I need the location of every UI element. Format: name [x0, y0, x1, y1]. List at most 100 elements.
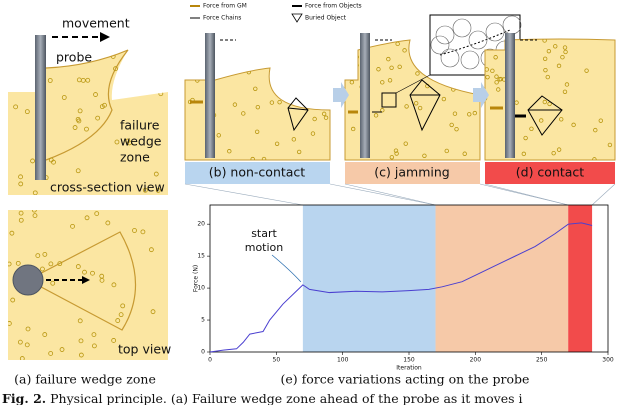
grain	[48, 261, 54, 267]
grain	[84, 126, 89, 132]
grain	[70, 223, 75, 229]
y-tick-label: 20	[197, 221, 205, 228]
grain	[140, 229, 146, 235]
sand	[344, 39, 481, 161]
grain	[454, 126, 459, 132]
grain	[91, 332, 97, 338]
grain	[562, 89, 568, 94]
connector	[484, 183, 569, 206]
grain	[444, 148, 449, 154]
probe	[35, 35, 46, 180]
annotation-arrow	[271, 254, 302, 283]
grain	[560, 55, 565, 60]
label: failure	[120, 118, 160, 133]
grain	[77, 108, 83, 114]
cross-section-panel: movement probe failure wedge zone cross-…	[8, 16, 168, 195]
grain	[48, 351, 54, 356]
grain	[78, 338, 84, 344]
grain	[403, 141, 408, 146]
annotation: start	[251, 227, 277, 240]
grain	[545, 74, 550, 80]
grain	[24, 342, 30, 348]
grain	[75, 116, 81, 122]
grain	[395, 41, 400, 47]
grain	[564, 82, 570, 87]
label: cross-section view	[50, 180, 165, 195]
grain	[75, 168, 81, 174]
grain	[95, 115, 101, 121]
grain	[84, 215, 90, 221]
grain	[529, 126, 534, 131]
grain	[9, 230, 15, 236]
x-tick-label: 0	[208, 357, 212, 364]
force-chain	[439, 29, 511, 56]
grain	[556, 63, 562, 69]
grain	[551, 150, 556, 156]
x-tick-label: 250	[536, 357, 548, 364]
grain	[149, 247, 154, 253]
grain	[598, 118, 603, 123]
subcaption: (e) force variations acting on the probe	[281, 372, 530, 387]
grain	[494, 80, 499, 85]
grain	[113, 66, 118, 72]
grain	[323, 115, 329, 120]
arrow-head	[100, 32, 110, 42]
grain	[227, 149, 232, 154]
x-tick-label: 200	[470, 357, 482, 364]
grain	[417, 105, 423, 111]
legend: Force from GM Force from Objects Force C…	[190, 3, 362, 23]
grain	[120, 303, 126, 309]
stage-panels: (b) non-contact (c) jamming (d) contact	[184, 14, 616, 184]
grain	[105, 220, 111, 226]
grain	[373, 113, 379, 118]
grain	[380, 108, 385, 113]
grain	[291, 137, 297, 142]
grain	[467, 112, 472, 117]
grain	[312, 116, 317, 122]
label: zone	[120, 150, 150, 165]
grain	[17, 339, 23, 345]
grain	[497, 77, 502, 82]
label: wedge	[120, 134, 162, 149]
label: probe	[56, 50, 92, 65]
grain	[255, 104, 261, 110]
grain	[435, 25, 455, 45]
grain	[462, 79, 468, 84]
wedge-outline	[26, 231, 137, 331]
grain	[77, 318, 83, 324]
grain	[13, 104, 19, 110]
y-tick-label: 10	[197, 285, 205, 292]
legend-label: Force from Objects	[305, 3, 362, 10]
connector	[184, 183, 303, 206]
stage-label: (d) contact	[516, 165, 585, 180]
y-tick-label: 5	[201, 317, 205, 324]
grain	[452, 18, 472, 38]
legend-label: Buried Object	[305, 15, 347, 22]
grain	[542, 39, 547, 43]
grain	[47, 78, 53, 83]
legend-label: Force from GM	[203, 3, 247, 10]
connector	[344, 183, 436, 206]
grain	[19, 356, 25, 360]
grain	[350, 126, 356, 132]
probe	[360, 33, 370, 158]
force-line	[209, 222, 593, 353]
x-tick-label: 100	[337, 357, 349, 364]
grain	[18, 174, 23, 180]
grain	[10, 297, 16, 303]
grain	[490, 68, 495, 74]
grain	[584, 68, 589, 73]
grain	[449, 122, 454, 128]
grain	[18, 181, 24, 187]
grain	[32, 190, 38, 195]
grain	[593, 127, 598, 133]
grain	[85, 77, 91, 83]
grain	[24, 109, 30, 115]
grain	[27, 76, 33, 81]
grain	[562, 45, 568, 50]
grain	[132, 228, 137, 233]
y-tick-label: 15	[197, 253, 205, 260]
grain	[376, 67, 381, 72]
grain	[15, 260, 21, 266]
grain	[32, 213, 38, 219]
